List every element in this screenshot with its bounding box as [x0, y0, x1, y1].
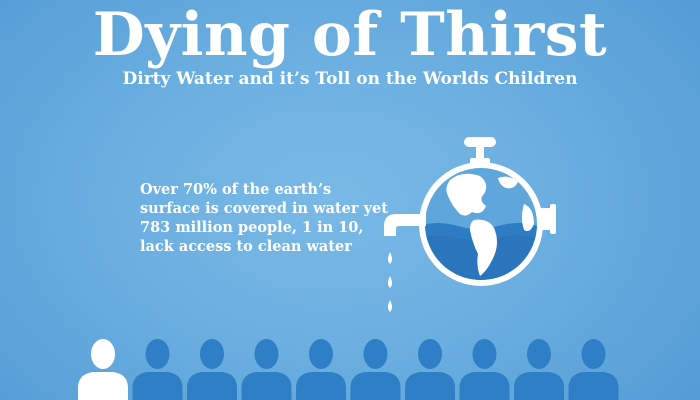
person-icon	[132, 339, 183, 400]
people-row	[78, 339, 619, 400]
person-icon	[514, 339, 564, 400]
page-subtitle: Dirty Water and it’s Toll on the Worlds …	[122, 69, 578, 89]
person-icon	[241, 339, 292, 400]
faucet-spout-icon	[384, 214, 426, 236]
globe-faucet-illustration	[384, 137, 556, 312]
continent-greenland	[498, 176, 518, 189]
fact-text: Over 70% of the earth’s surface is cover…	[140, 181, 388, 255]
water-drops-icon	[388, 252, 392, 312]
person-icon	[459, 339, 510, 400]
continent-africa-edge	[522, 204, 534, 232]
page-title: Dying of Thirst	[92, 0, 608, 70]
person-icon	[187, 339, 237, 400]
person-icon	[350, 339, 401, 400]
side-knob-icon	[538, 204, 556, 234]
continent-south-america	[470, 219, 497, 276]
person-icon	[78, 339, 128, 400]
person-icon	[296, 339, 346, 400]
valve-handle-icon	[464, 137, 496, 164]
globe-water	[425, 173, 537, 280]
person-icon	[568, 339, 619, 400]
person-icon	[405, 339, 455, 400]
continent-north-america	[446, 173, 487, 216]
